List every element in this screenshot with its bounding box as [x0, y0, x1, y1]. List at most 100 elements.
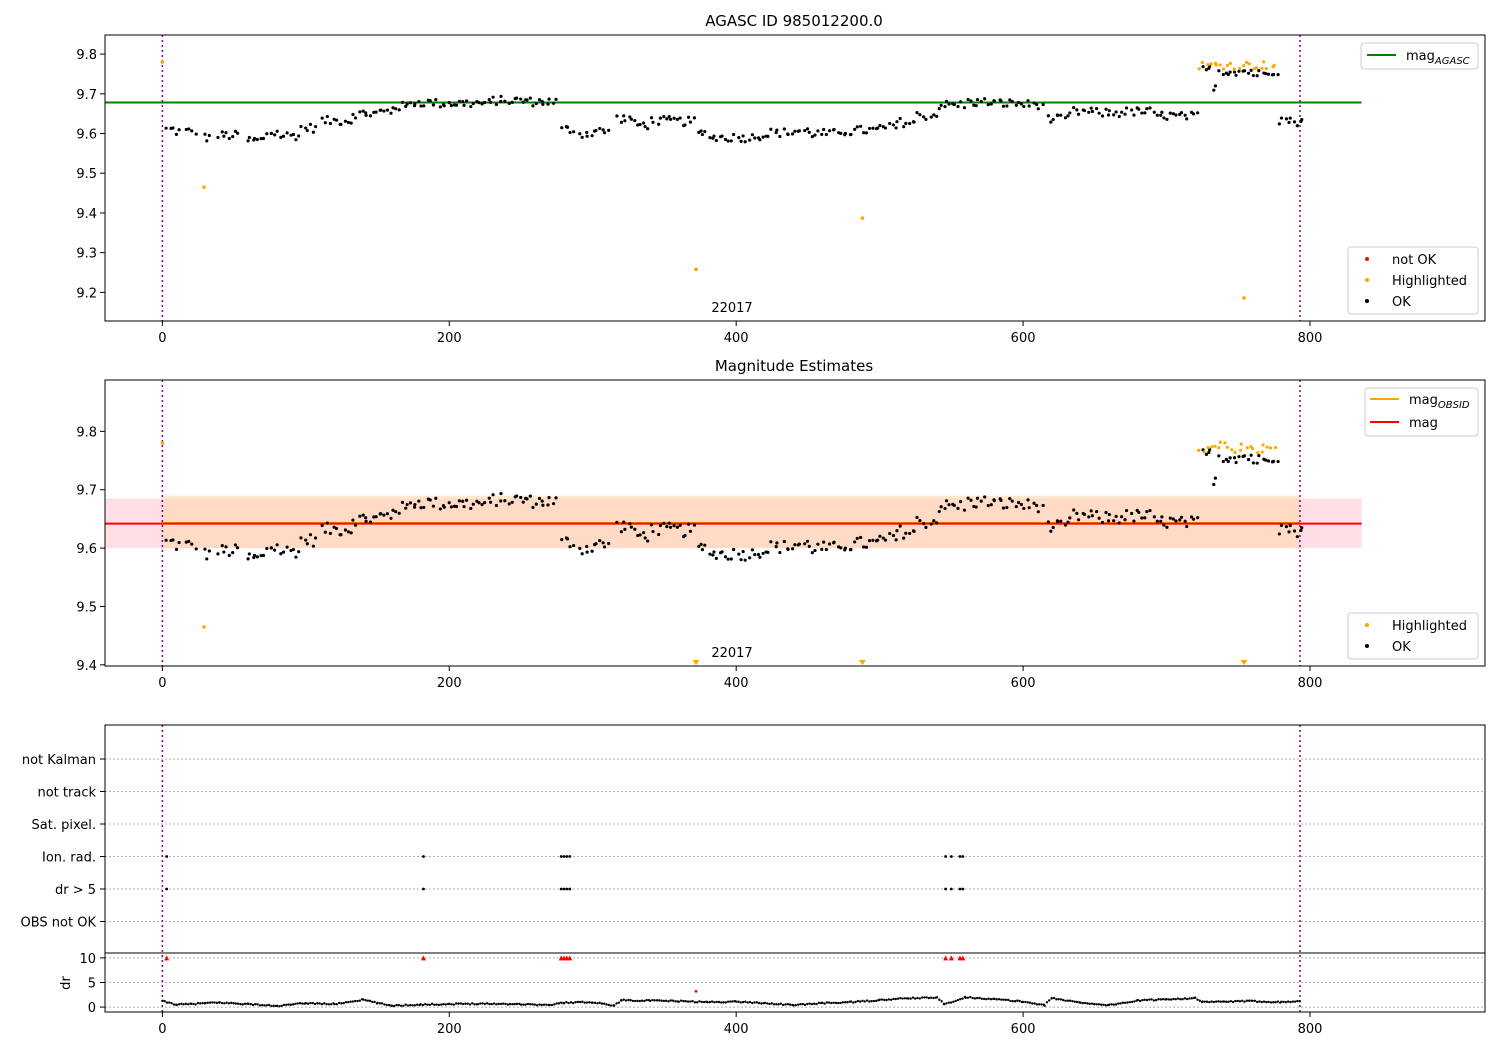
ok-point: [291, 132, 296, 137]
ok-point: [374, 515, 378, 519]
dr-point: [629, 999, 632, 1002]
ok-point: [499, 99, 503, 104]
ok-point: [797, 542, 801, 546]
ok-point: [1183, 113, 1187, 117]
ok-point: [912, 529, 916, 533]
dr-point: [1291, 1000, 1294, 1003]
dr-point: [852, 1001, 855, 1004]
dr-point: [1124, 1001, 1127, 1005]
dr-point: [192, 1002, 195, 1006]
ok-point: [602, 545, 607, 549]
dr-point: [583, 1001, 586, 1004]
ok-point: [358, 514, 362, 518]
ok-point: [503, 499, 507, 503]
ok-point: [1212, 482, 1216, 487]
flag-point: [949, 887, 953, 891]
dr-point: [938, 998, 941, 1001]
legend-subscript: AGASC: [1434, 56, 1470, 67]
ok-point: [1120, 110, 1124, 114]
dr-point: [677, 1000, 681, 1003]
ok-point: [849, 547, 853, 552]
dr-point: [753, 1001, 756, 1004]
highlighted-point: [1214, 63, 1218, 67]
ok-point: [417, 499, 421, 503]
highlighted-point: [1233, 450, 1237, 455]
ok-point: [1165, 525, 1169, 529]
ok-point: [1148, 508, 1152, 513]
ok-point: [1032, 101, 1036, 105]
dr-point: [380, 1002, 384, 1005]
ok-point: [590, 549, 594, 553]
ok-point: [1130, 511, 1134, 516]
ok-point: [394, 510, 398, 514]
ok-point: [999, 99, 1003, 103]
ok-point: [862, 545, 866, 549]
ok-point: [918, 113, 922, 117]
ok-point: [1100, 114, 1105, 118]
dr-point: [562, 1002, 566, 1005]
dr-point: [555, 1002, 558, 1005]
dr-point: [947, 1001, 950, 1004]
ok-point: [1112, 519, 1116, 523]
ok-point: [1287, 120, 1291, 125]
ok-point: [279, 135, 283, 139]
ok-point: [862, 131, 866, 135]
ok-point: [434, 496, 438, 500]
highlighted-point: [1262, 60, 1266, 64]
ok-point: [1226, 459, 1230, 464]
dr-point: [689, 1000, 692, 1003]
ok-point: [1095, 107, 1099, 111]
ok-point: [1277, 122, 1281, 126]
dr-point: [292, 1003, 295, 1006]
dr-point: [1194, 996, 1197, 999]
ok-point: [353, 523, 358, 527]
ok-point: [979, 499, 983, 503]
ok-point: [1063, 116, 1068, 120]
highlighted-point: [1273, 445, 1278, 450]
ok-point: [397, 108, 401, 112]
dr-point: [624, 999, 628, 1002]
ok-point: [382, 109, 386, 113]
dr-point: [1247, 999, 1251, 1002]
dr-point: [1274, 1001, 1277, 1004]
dr-point: [1231, 1000, 1235, 1004]
dr-point: [1161, 997, 1165, 1001]
ok-point: [859, 124, 863, 128]
highlighted-point: [1200, 60, 1204, 65]
dr-point: [593, 1001, 597, 1005]
ok-point: [975, 98, 980, 102]
dr-point: [1225, 1000, 1228, 1003]
ok-point: [915, 111, 919, 115]
dr-point: [1102, 1003, 1105, 1006]
dr-point: [1217, 1000, 1220, 1003]
mag-obsid-uncertainty-band: [162, 495, 1300, 549]
ok-point: [1183, 519, 1187, 523]
dr-point: [515, 1002, 519, 1006]
ok-point: [782, 127, 786, 131]
ok-point: [1213, 476, 1218, 480]
marker-legend: not OK Highlighted OK: [1347, 246, 1479, 315]
ok-point: [269, 131, 274, 135]
ok-point: [1089, 509, 1093, 513]
ok-point: [281, 550, 286, 554]
dr-point: [627, 998, 630, 1002]
ok-point: [246, 557, 250, 561]
ok-point: [908, 121, 912, 126]
ok-point: [810, 551, 814, 555]
dr-point: [935, 996, 939, 999]
dr-point: [591, 1001, 594, 1004]
ok-point: [891, 533, 896, 538]
dr-point: [896, 997, 900, 1000]
ok-point: [729, 557, 733, 561]
ok-point: [992, 99, 997, 103]
ok-point: [1051, 525, 1055, 530]
ok-point: [947, 503, 951, 507]
dr-point: [437, 1003, 441, 1007]
dr-point: [1289, 1000, 1292, 1004]
ok-point: [643, 536, 647, 540]
dr-point: [378, 1002, 382, 1005]
y-tick-label: 9.2: [76, 286, 97, 301]
dr-point: [887, 998, 891, 1001]
ok-point: [678, 523, 682, 527]
ok-point: [1035, 102, 1039, 107]
